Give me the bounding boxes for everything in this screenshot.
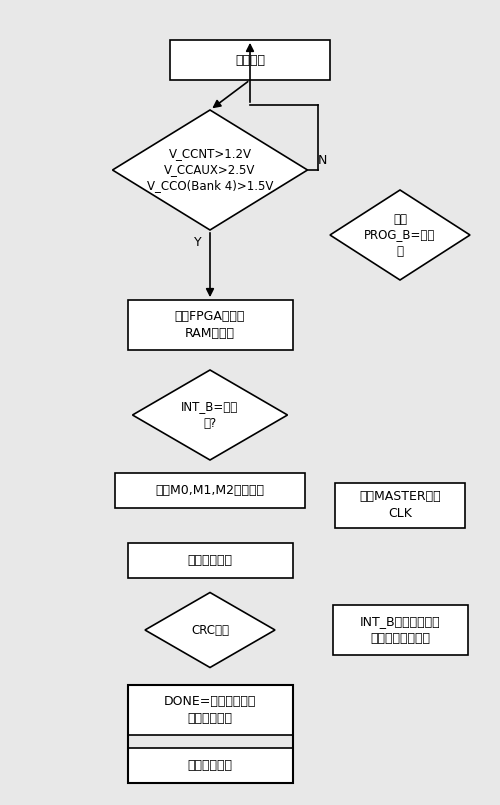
Text: 清除FPGA的配置
RAM存储器: 清除FPGA的配置 RAM存储器 — [175, 310, 245, 340]
Bar — [128, 300, 292, 350]
Text: V_CCNT>1.2V
V_CCAUX>2.5V
V_CCO(Bank 4)>1.5V: V_CCNT>1.2V V_CCAUX>2.5V V_CCO(Bank 4)>1… — [147, 147, 273, 192]
Text: Y: Y — [194, 236, 202, 249]
Text: 信号
PROG_B=低电
平: 信号 PROG_B=低电 平 — [364, 213, 436, 258]
Bar — [170, 40, 330, 80]
Polygon shape — [145, 592, 275, 667]
Text: N: N — [318, 154, 327, 167]
Text: 芯片上电: 芯片上电 — [235, 53, 265, 67]
Bar — [128, 685, 292, 735]
Polygon shape — [132, 370, 288, 460]
Bar — [115, 473, 305, 507]
Polygon shape — [330, 190, 470, 280]
Bar — [128, 748, 292, 782]
Polygon shape — [112, 110, 308, 230]
Text: DONE=高电平，启动
芯片工作序列: DONE=高电平，启动 芯片工作序列 — [164, 695, 256, 725]
Text: 开启MASTER方式
CLK: 开启MASTER方式 CLK — [359, 490, 441, 520]
Text: CRC校验: CRC校验 — [191, 624, 229, 637]
Text: INT_B=高电
平?: INT_B=高电 平? — [182, 401, 238, 430]
Text: 检测M0,M1,M2模式引脚: 检测M0,M1,M2模式引脚 — [156, 484, 264, 497]
Bar — [332, 605, 468, 655]
Bar — [128, 543, 292, 577]
Text: INT_B被重置为低电
平，终止启动过程: INT_B被重置为低电 平，终止启动过程 — [360, 615, 440, 645]
Bar — [335, 482, 465, 527]
Bar — [128, 685, 292, 782]
Text: 进人工作状态: 进人工作状态 — [188, 758, 232, 771]
Text: 加载配置数据: 加载配置数据 — [188, 554, 232, 567]
